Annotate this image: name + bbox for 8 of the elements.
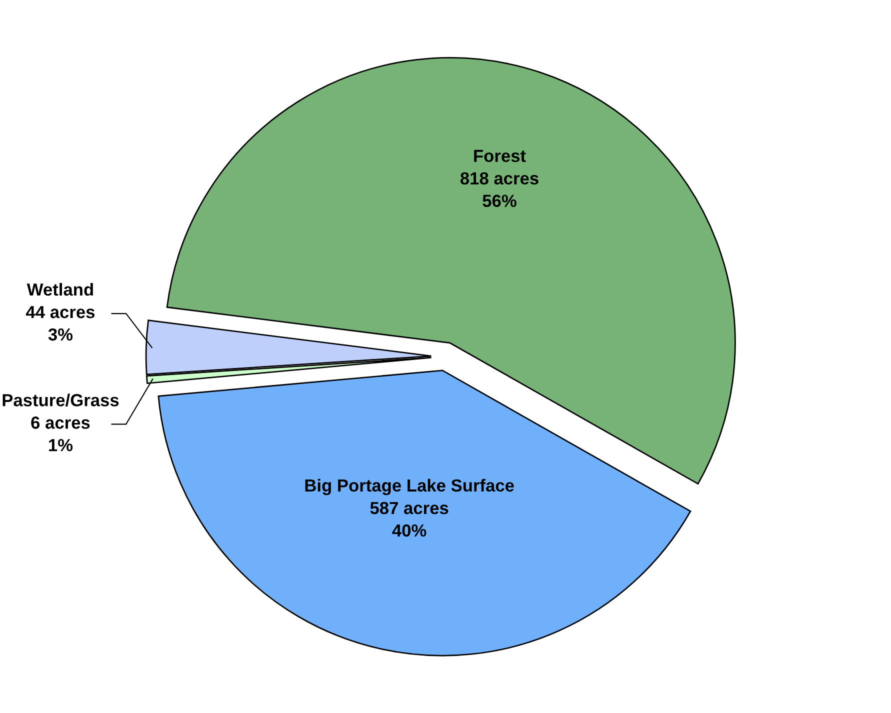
- data-label: 818 acres 56%: [460, 172, 538, 207]
- data-label: 44 acres 3%: [26, 306, 95, 341]
- slice-label: Pasture/Grass: [2, 394, 119, 407]
- slice-label: Big Portage Lake Surface: [305, 478, 514, 496]
- data-label: 587 acres 40%: [370, 502, 448, 537]
- slice-label: Forest: [474, 150, 526, 162]
- data-label: 6 acres 1%: [31, 416, 90, 452]
- slice-label: Wetland: [26, 282, 93, 296]
